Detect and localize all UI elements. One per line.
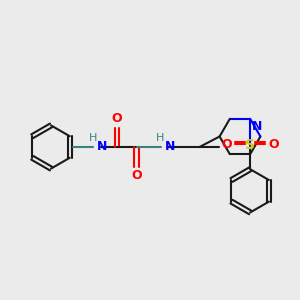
- Text: O: O: [222, 138, 232, 151]
- Text: N: N: [252, 120, 262, 133]
- Text: H: H: [156, 133, 165, 143]
- Text: O: O: [268, 138, 279, 151]
- Text: H: H: [89, 133, 97, 143]
- Text: O: O: [131, 169, 142, 182]
- Text: N: N: [164, 140, 175, 154]
- Text: N: N: [97, 140, 107, 154]
- Text: S: S: [245, 138, 255, 152]
- Text: O: O: [112, 112, 122, 125]
